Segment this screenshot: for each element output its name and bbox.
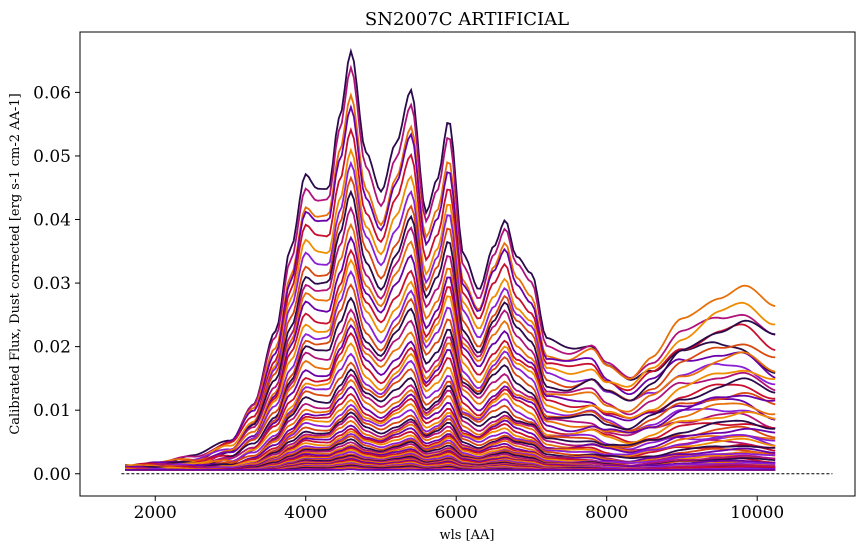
chart-title: SN2007C ARTIFICIAL — [365, 9, 569, 30]
spectrum-line — [124, 126, 776, 468]
spectrum-line — [125, 147, 776, 469]
spectrum-line — [125, 331, 776, 471]
y-tick-label: 0.03 — [33, 274, 71, 294]
y-tick-label: 0.00 — [33, 465, 71, 485]
spectrum-line — [125, 296, 776, 471]
y-axis: 0.00 0.01 0.02 0.03 0.04 0.05 0.06 — [33, 83, 80, 485]
spectrum-line — [124, 222, 776, 470]
y-tick-label: 0.01 — [33, 401, 71, 421]
spectrum-line — [125, 352, 776, 471]
plot-frame — [79, 31, 856, 497]
x-tick-label: 4000 — [284, 503, 327, 523]
x-tick-label: 6000 — [435, 503, 478, 523]
y-tick-label: 0.06 — [33, 83, 71, 103]
y-tick-label: 0.02 — [33, 338, 71, 358]
x-tick-label: 10000 — [730, 503, 784, 523]
spectrum-line — [125, 368, 776, 471]
y-axis-label: Calibrated Flux, Dust corrected [erg s-1… — [8, 93, 23, 434]
spectrum-line — [125, 468, 776, 471]
spectrum-line — [125, 403, 776, 471]
x-axis-label: wls [AA] — [439, 528, 494, 543]
x-axis: 2000 4000 6000 8000 10000 — [134, 496, 784, 523]
y-tick-label: 0.05 — [33, 147, 71, 167]
y-tick-label: 0.04 — [33, 211, 71, 231]
spectrum-line — [124, 308, 776, 471]
spectra-series-group — [124, 47, 776, 471]
x-tick-label: 8000 — [585, 503, 628, 523]
x-tick-label: 2000 — [134, 503, 177, 523]
